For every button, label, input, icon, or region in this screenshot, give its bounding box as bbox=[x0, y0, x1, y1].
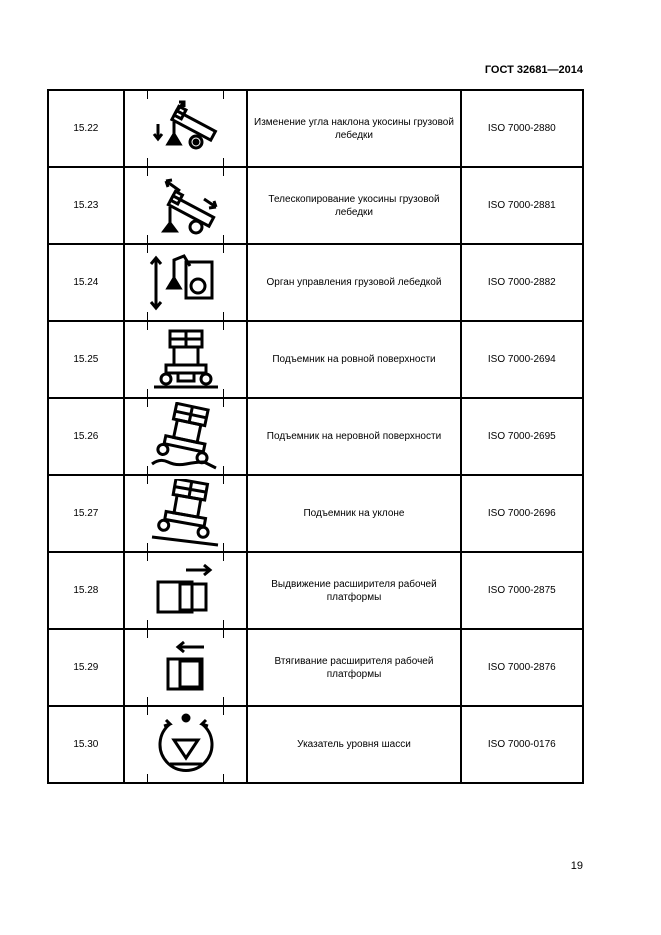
iso-reference: ISO 7000-2694 bbox=[459, 320, 585, 399]
symbol-cell bbox=[122, 705, 249, 784]
symbol-description: Подъемник на уклоне bbox=[246, 474, 462, 553]
symbol-cell bbox=[122, 628, 249, 707]
table-row: 15.30 Указатель уровня шасси ISO 7000-01… bbox=[47, 705, 585, 784]
symbol-number: 15.28 bbox=[47, 551, 125, 630]
table-row: 15.24 Орган управления грузовой лебедкой… bbox=[47, 243, 585, 322]
symbol-number: 15.27 bbox=[47, 474, 125, 553]
crane-boom-telescope-icon bbox=[160, 178, 217, 234]
platform-extend-icon bbox=[156, 563, 212, 613]
winch-control-icon bbox=[149, 253, 214, 310]
symbol-description: Втягивание расширителя рабочей платформы bbox=[246, 628, 462, 707]
symbols-table: 15.22 Изменение угла наклона укосины гру… bbox=[47, 89, 585, 784]
table-row: 15.22 Изменение угла наклона укосины гру… bbox=[47, 89, 585, 168]
symbol-number: 15.25 bbox=[47, 320, 125, 399]
symbol-cell bbox=[122, 89, 249, 168]
symbol-number: 15.24 bbox=[47, 243, 125, 322]
iso-reference: ISO 7000-2880 bbox=[459, 89, 585, 168]
table-row: 15.25 Подъемник на ровной поверхности IS… bbox=[47, 320, 585, 399]
lift-level-surface-icon bbox=[153, 329, 218, 388]
symbol-number: 15.30 bbox=[47, 705, 125, 784]
symbol-description: Указатель уровня шасси bbox=[246, 705, 462, 784]
symbol-cell bbox=[122, 397, 249, 476]
symbol-cell bbox=[122, 243, 249, 322]
page-number: 19 bbox=[570, 860, 583, 872]
symbol-description: Изменение угла наклона укосины грузовой … bbox=[246, 89, 462, 168]
table-row: 15.29 Втягивание расширителя рабочей пла… bbox=[47, 628, 585, 707]
symbol-number: 15.29 bbox=[47, 628, 125, 707]
symbol-description: Подъемник на неровной поверхности bbox=[246, 397, 462, 476]
lift-slope-icon bbox=[151, 478, 218, 546]
symbol-number: 15.23 bbox=[47, 166, 125, 245]
table-row: 15.27 Подъемник на уклоне ISO 7000-2696 bbox=[47, 474, 585, 553]
iso-reference: ISO 7000-2882 bbox=[459, 243, 585, 322]
iso-reference: ISO 7000-2881 bbox=[459, 166, 585, 245]
table-row: 15.23 Телескопирование укосины грузовой … bbox=[47, 166, 585, 245]
platform-retract-icon bbox=[166, 640, 204, 690]
symbol-number: 15.26 bbox=[47, 397, 125, 476]
iso-reference: ISO 7000-2876 bbox=[459, 628, 585, 707]
iso-reference: ISO 7000-2875 bbox=[459, 551, 585, 630]
symbol-cell bbox=[122, 551, 249, 630]
symbol-description: Телескопирование укосины грузовой лебедк… bbox=[246, 166, 462, 245]
iso-reference: ISO 7000-2696 bbox=[459, 474, 585, 553]
symbol-description: Выдвижение расширителя рабочей платформы bbox=[246, 551, 462, 630]
table-row: 15.26 Подъемник на неровной поверхности … bbox=[47, 397, 585, 476]
iso-reference: ISO 7000-0176 bbox=[459, 705, 585, 784]
symbol-cell bbox=[122, 320, 249, 399]
symbol-cell bbox=[122, 474, 249, 553]
symbol-description: Подъемник на ровной поверхности bbox=[246, 320, 462, 399]
symbol-number: 15.22 bbox=[47, 89, 125, 168]
iso-reference: ISO 7000-2695 bbox=[459, 397, 585, 476]
symbol-cell bbox=[122, 166, 249, 245]
chassis-level-indicator-icon bbox=[158, 713, 213, 772]
symbol-description: Орган управления грузовой лебедкой bbox=[246, 243, 462, 322]
lift-uneven-surface-icon bbox=[150, 401, 217, 469]
table-row: 15.28 Выдвижение расширителя рабочей пла… bbox=[47, 551, 585, 630]
document-header: ГОСТ 32681—2014 bbox=[484, 64, 583, 76]
crane-boom-angle-icon bbox=[152, 100, 217, 149]
